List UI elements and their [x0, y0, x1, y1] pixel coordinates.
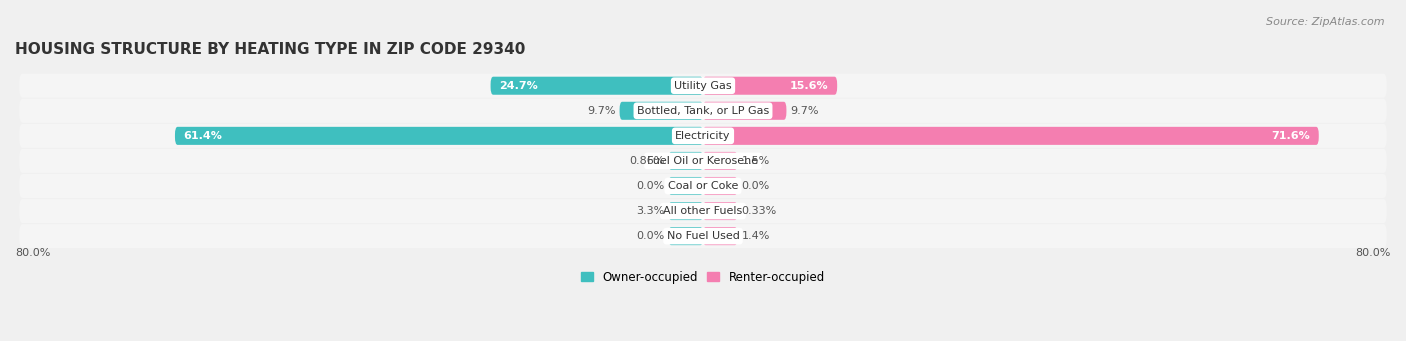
Text: Utility Gas: Utility Gas: [675, 81, 731, 91]
Text: All other Fuels: All other Fuels: [664, 206, 742, 216]
FancyBboxPatch shape: [174, 127, 703, 145]
Text: 0.0%: 0.0%: [742, 181, 770, 191]
FancyBboxPatch shape: [669, 177, 703, 195]
Text: Fuel Oil or Kerosene: Fuel Oil or Kerosene: [647, 156, 759, 166]
Text: Electricity: Electricity: [675, 131, 731, 141]
FancyBboxPatch shape: [703, 152, 737, 170]
Text: 3.3%: 3.3%: [636, 206, 664, 216]
Text: 0.0%: 0.0%: [636, 181, 664, 191]
Text: 0.86%: 0.86%: [628, 156, 664, 166]
FancyBboxPatch shape: [20, 99, 1386, 123]
FancyBboxPatch shape: [20, 74, 1386, 98]
Text: 1.4%: 1.4%: [742, 231, 770, 241]
Text: 0.33%: 0.33%: [742, 206, 778, 216]
FancyBboxPatch shape: [20, 224, 1386, 248]
FancyBboxPatch shape: [703, 127, 1319, 145]
Text: Coal or Coke: Coal or Coke: [668, 181, 738, 191]
FancyBboxPatch shape: [703, 227, 737, 245]
Text: Source: ZipAtlas.com: Source: ZipAtlas.com: [1267, 17, 1385, 27]
Text: 1.5%: 1.5%: [742, 156, 770, 166]
Text: 9.7%: 9.7%: [586, 106, 616, 116]
Text: 15.6%: 15.6%: [790, 81, 828, 91]
FancyBboxPatch shape: [703, 202, 737, 220]
FancyBboxPatch shape: [703, 177, 737, 195]
Text: HOUSING STRUCTURE BY HEATING TYPE IN ZIP CODE 29340: HOUSING STRUCTURE BY HEATING TYPE IN ZIP…: [15, 42, 526, 57]
FancyBboxPatch shape: [669, 202, 703, 220]
Text: 71.6%: 71.6%: [1271, 131, 1310, 141]
FancyBboxPatch shape: [20, 124, 1386, 148]
Text: Bottled, Tank, or LP Gas: Bottled, Tank, or LP Gas: [637, 106, 769, 116]
FancyBboxPatch shape: [491, 77, 703, 95]
FancyBboxPatch shape: [20, 149, 1386, 173]
Legend: Owner-occupied, Renter-occupied: Owner-occupied, Renter-occupied: [576, 266, 830, 288]
Text: 80.0%: 80.0%: [1355, 248, 1391, 258]
FancyBboxPatch shape: [703, 102, 786, 120]
FancyBboxPatch shape: [20, 199, 1386, 223]
FancyBboxPatch shape: [20, 174, 1386, 198]
FancyBboxPatch shape: [669, 227, 703, 245]
Text: 61.4%: 61.4%: [184, 131, 222, 141]
FancyBboxPatch shape: [669, 152, 703, 170]
Text: 9.7%: 9.7%: [790, 106, 820, 116]
Text: 80.0%: 80.0%: [15, 248, 51, 258]
FancyBboxPatch shape: [620, 102, 703, 120]
Text: No Fuel Used: No Fuel Used: [666, 231, 740, 241]
FancyBboxPatch shape: [703, 77, 837, 95]
Text: 24.7%: 24.7%: [499, 81, 538, 91]
Text: 0.0%: 0.0%: [636, 231, 664, 241]
